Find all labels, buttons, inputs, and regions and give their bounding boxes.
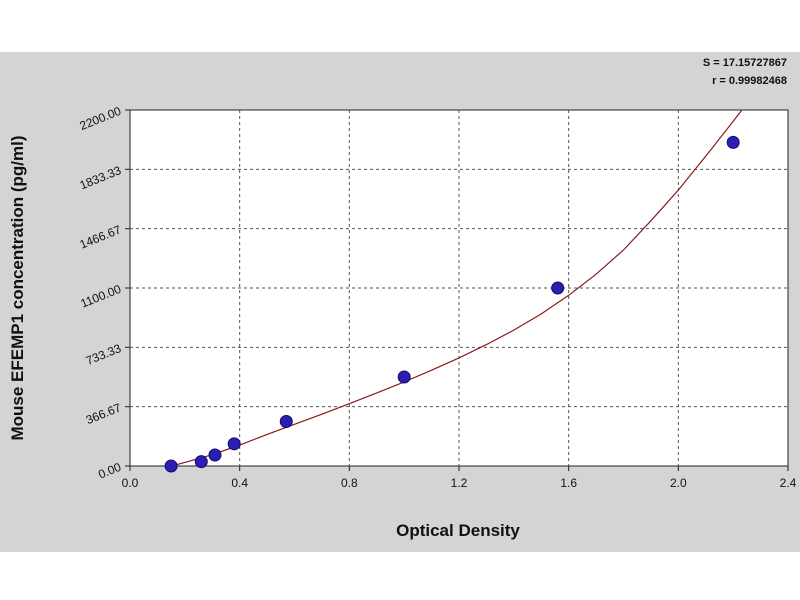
x-tick-label: 0.0: [122, 476, 139, 490]
y-tick-label: 733.33: [84, 341, 124, 368]
stat-r-label: r = 0.99982468: [712, 75, 787, 87]
y-tick-label: 1466.67: [78, 222, 124, 251]
grid-lines: [130, 110, 788, 466]
x-tick-label: 0.4: [231, 476, 248, 490]
x-tick-label: 1.6: [560, 476, 577, 490]
data-point: [726, 135, 740, 149]
y-tick-label: 2200.00: [78, 104, 124, 133]
x-tick-label: 1.2: [451, 476, 468, 490]
y-axis-title: Mouse EFEMP1 concentration (pg/ml): [8, 135, 27, 440]
standard-curve-chart: 0.0 0.4 0.8 1.2 1.6 2.0 2.4 0.00 366.67 733.33 11…: [8, 57, 797, 540]
x-tick-label: 2.0: [670, 476, 687, 490]
y-tick-label: 0.00: [96, 460, 123, 482]
x-tick-label: 0.8: [341, 476, 358, 490]
data-point: [208, 448, 222, 462]
data-point: [397, 370, 411, 384]
y-tick-label: 366.67: [84, 400, 124, 427]
y-tick-label: 1100.00: [78, 282, 123, 311]
x-axis-title: Optical Density: [396, 521, 520, 540]
data-point: [227, 437, 241, 451]
stat-s-label: S = 17.15727867: [703, 57, 787, 69]
fit-curve: [169, 110, 743, 466]
data-point: [194, 455, 208, 469]
data-point: [551, 281, 565, 295]
y-tick-label: 1833.33: [78, 163, 124, 192]
chart-panel: 0.0 0.4 0.8 1.2 1.6 2.0 2.4 0.00 366.67 733.33 11…: [0, 52, 800, 552]
data-point: [164, 459, 178, 473]
x-tick-label: 2.4: [780, 476, 797, 490]
y-axis: 0.00 366.67 733.33 1100.00 1466.67 1833.33 220…: [78, 104, 130, 482]
data-points: [164, 135, 740, 473]
data-point: [279, 415, 293, 428]
x-axis: 0.0 0.4 0.8 1.2 1.6 2.0 2.4: [122, 466, 797, 490]
